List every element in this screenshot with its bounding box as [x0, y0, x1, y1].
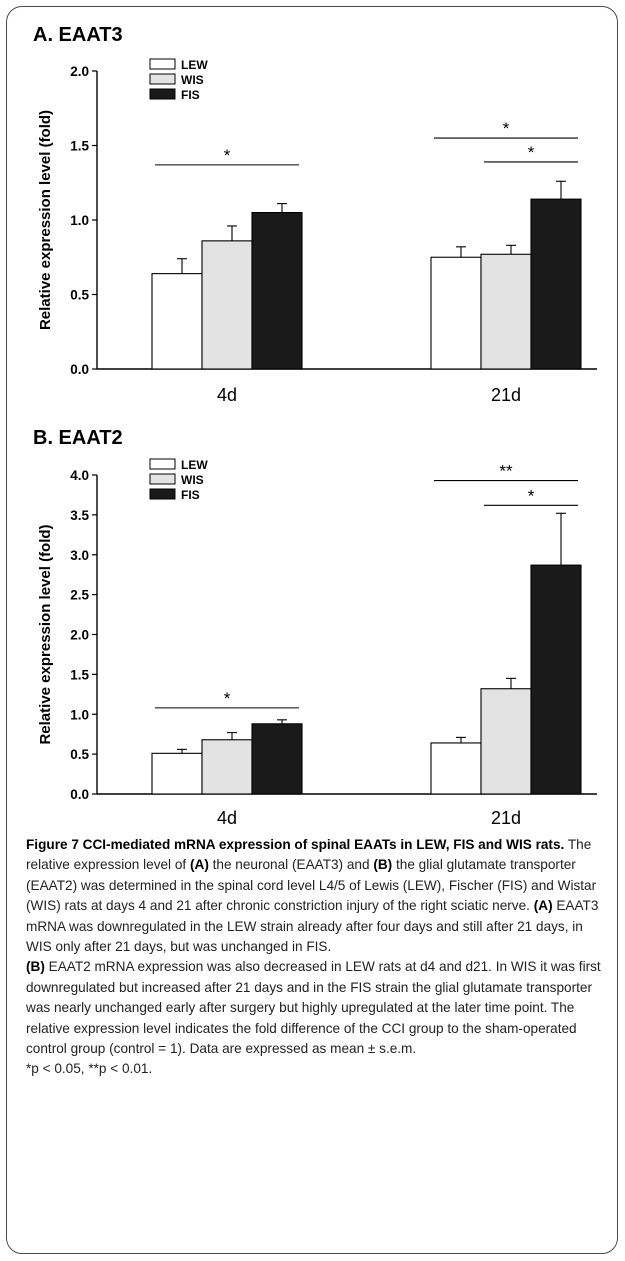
- caption-ref: (B): [26, 959, 45, 975]
- legend-swatch: [149, 488, 176, 500]
- bar-lew: [430, 742, 482, 795]
- bar-fis: [530, 564, 582, 795]
- y-tick-label: 0.5: [70, 288, 89, 303]
- legend-label: WIS: [181, 473, 204, 487]
- caption-ref: (B): [373, 857, 393, 873]
- y-axis-label: Relative expression level (fold): [37, 110, 54, 330]
- significance-marker: *: [503, 119, 510, 138]
- figure-frame: A. EAAT3 Relative expression level (fold)…: [6, 6, 618, 1254]
- significance-marker: *: [224, 146, 231, 165]
- legend-swatch: [149, 73, 176, 85]
- legend-swatch: [149, 58, 176, 70]
- y-tick-label: 0.0: [70, 787, 89, 802]
- significance-marker: *: [224, 689, 231, 708]
- legend-swatch: [149, 473, 176, 485]
- category-label: 4d: [217, 808, 237, 828]
- y-tick-label: 1.0: [70, 707, 89, 722]
- y-axis-label: Relative expression level (fold): [37, 524, 54, 744]
- caption-title: Figure 7 CCI-mediated mRNA expression of…: [26, 837, 565, 852]
- y-tick-label: 2.5: [70, 588, 89, 603]
- legend-label: LEW: [181, 458, 208, 472]
- y-tick-label: 3.0: [70, 548, 89, 563]
- caption-text: EAAT3 mRNA was downregulated in the LEW …: [26, 898, 599, 955]
- bar-lew: [430, 256, 482, 370]
- y-tick-label: 1.5: [70, 667, 89, 682]
- significance-marker: *: [528, 143, 535, 162]
- y-tick-label: 2.0: [70, 628, 89, 643]
- category-label: 21d: [491, 808, 521, 828]
- category-label: 21d: [491, 385, 521, 405]
- caption-footnote: *p < 0.05, **p < 0.01.: [26, 1061, 153, 1077]
- significance-marker: *: [528, 486, 535, 505]
- legend-swatch: [149, 458, 176, 470]
- caption-text: the neuronal (EAAT3) and: [208, 857, 374, 873]
- bar-lew: [151, 273, 203, 370]
- chart-panel-a: A. EAAT3 Relative expression level (fold)…: [33, 24, 597, 405]
- y-tick-label: 3.5: [70, 508, 89, 523]
- y-tick-label: 1.0: [70, 213, 89, 228]
- bar-wis: [201, 739, 253, 795]
- y-tick-label: 2.0: [70, 64, 89, 79]
- bar-wis: [201, 240, 253, 370]
- legend-label: LEW: [181, 58, 208, 72]
- y-tick-label: 0.0: [70, 362, 89, 377]
- caption-text: the glial glutamate transporter (EAAT2) …: [26, 857, 597, 914]
- bar-wis: [480, 688, 532, 795]
- bar-fis: [530, 198, 582, 370]
- caption-ref: (A): [533, 898, 553, 914]
- caption-text: The relative expression level of: [26, 837, 592, 873]
- panel-title: B. EAAT2: [33, 427, 123, 449]
- caption-text: EAAT2 mRNA expression was also decreased…: [26, 959, 601, 1057]
- bar-fis: [251, 212, 303, 370]
- figure-caption: Figure 7 CCI-mediated mRNA expression of…: [26, 835, 604, 1080]
- y-tick-label: 4.0: [70, 468, 89, 483]
- legend-label: FIS: [181, 488, 200, 502]
- legend-swatch: [149, 88, 176, 100]
- significance-marker: **: [499, 462, 513, 481]
- caption-ref: (A): [189, 857, 209, 873]
- legend-label: FIS: [181, 88, 200, 102]
- y-tick-label: 1.5: [70, 139, 89, 154]
- panel-title: A. EAAT3: [33, 24, 123, 46]
- category-label: 4d: [217, 385, 237, 405]
- bar-lew: [151, 752, 203, 795]
- chart-panel-b: B. EAAT2 Relative expression level (fold)…: [33, 427, 597, 828]
- y-tick-label: 0.5: [70, 747, 89, 762]
- bar-wis: [480, 253, 532, 370]
- bar-fis: [251, 723, 303, 795]
- legend-label: WIS: [181, 73, 204, 87]
